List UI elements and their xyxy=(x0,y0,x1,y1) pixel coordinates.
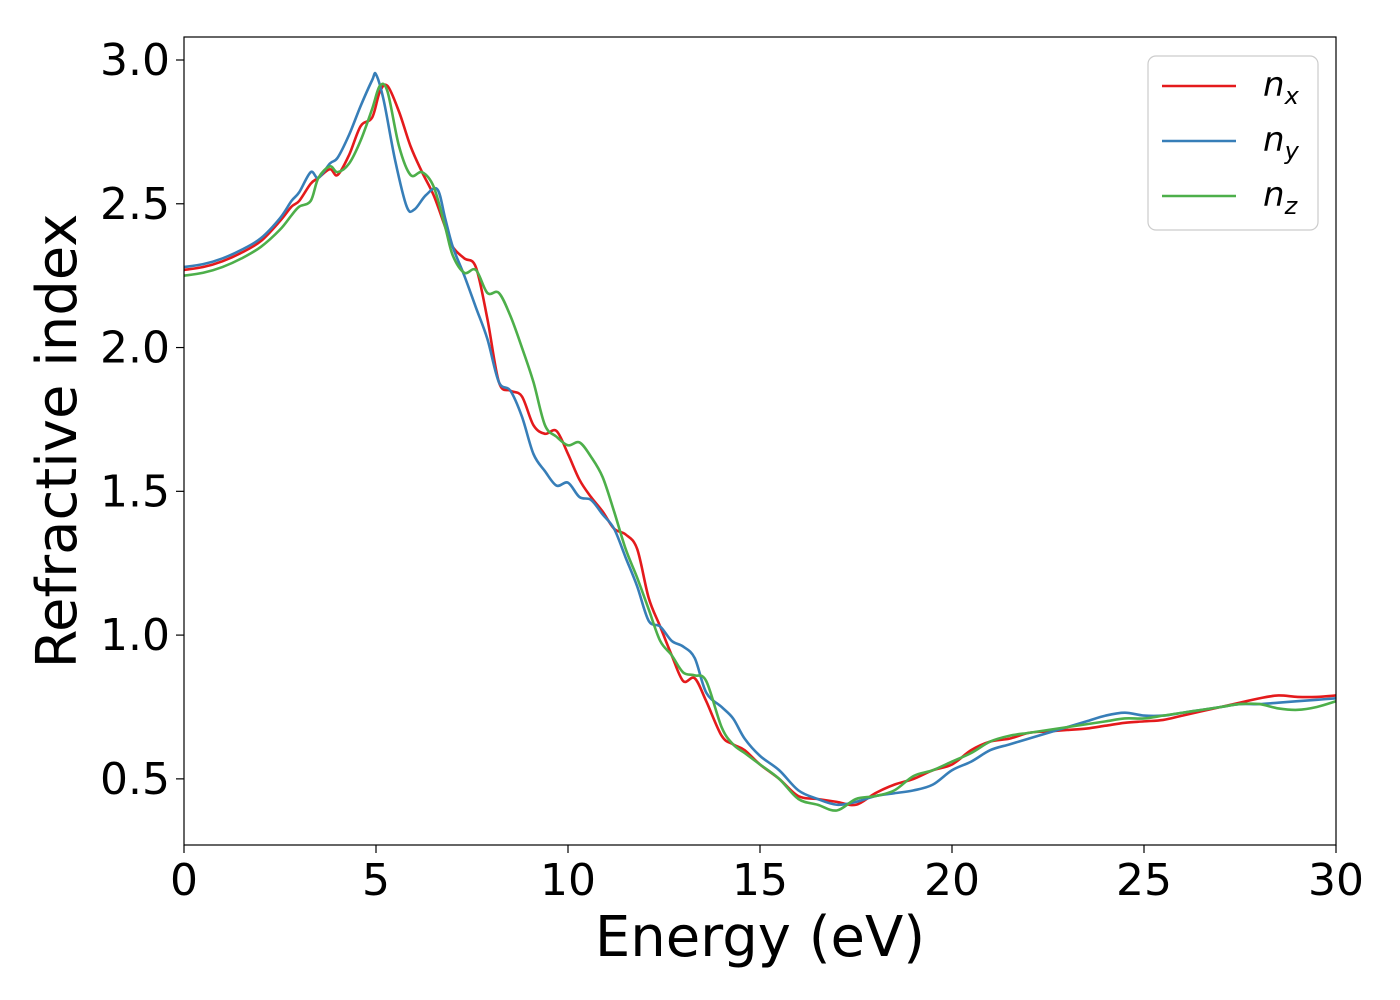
x-tick-label: 20 xyxy=(924,855,980,906)
y-tick-label: 2.5 xyxy=(100,179,170,230)
legend-label-nz: nz xyxy=(1263,175,1299,220)
legend-label-main: n xyxy=(1263,65,1285,105)
y-tick-label: 0.5 xyxy=(100,754,170,805)
y-axis-label: Refractive index xyxy=(25,214,90,669)
y-tick-label: 2.0 xyxy=(100,323,170,374)
x-tick-label: 25 xyxy=(1116,855,1172,906)
legend-label-subscript: z xyxy=(1284,192,1299,220)
y-tick-label: 3.0 xyxy=(100,35,170,86)
legend-label-ny: ny xyxy=(1263,120,1300,165)
legend-label-subscript: y xyxy=(1284,137,1300,165)
series-line-nx xyxy=(184,83,1336,807)
x-tick-label: 10 xyxy=(540,855,596,906)
y-tick-label: 1.5 xyxy=(100,466,170,517)
legend-label-subscript: x xyxy=(1284,82,1300,110)
legend-box xyxy=(1147,55,1319,231)
y-axis-ticks: 0.5 1.0 1.5 2.0 2.5 3.0 xyxy=(100,35,184,805)
legend-label-nx: nx xyxy=(1263,65,1300,110)
x-tick-label: 0 xyxy=(170,855,198,906)
series-layer xyxy=(184,71,1336,812)
legend-label-main: n xyxy=(1263,175,1285,215)
y-tick-label: 1.0 xyxy=(100,610,170,661)
x-tick-label: 30 xyxy=(1308,855,1364,906)
series-line-ny xyxy=(184,71,1336,807)
x-axis-label: Energy (eV) xyxy=(595,905,925,970)
x-tick-label: 5 xyxy=(362,855,390,906)
series-line-nz xyxy=(184,82,1336,812)
legend-label-main: n xyxy=(1263,120,1285,160)
x-tick-label: 15 xyxy=(732,855,788,906)
x-axis-ticks: 0 5 10 15 20 25 30 xyxy=(170,845,1364,906)
